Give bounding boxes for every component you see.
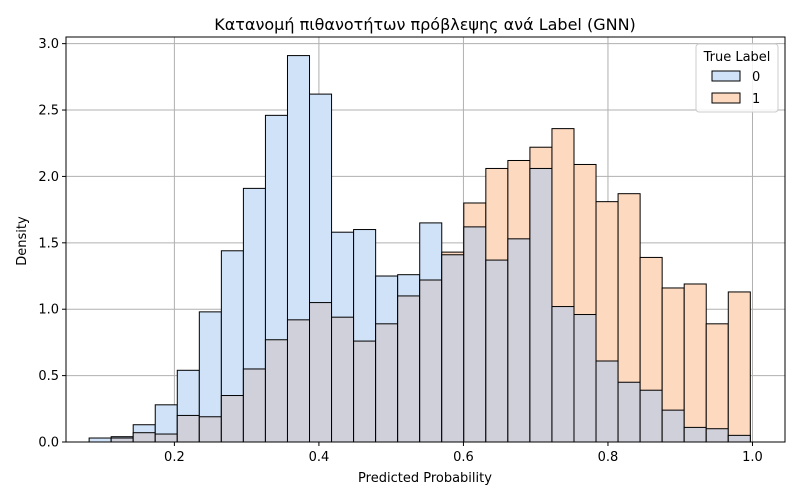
y-tick-label-3: 1.5 [38,236,59,251]
bar-overlap-1 [110,437,134,443]
bar-overlap-27 [683,426,707,443]
bar-overlap-28 [705,428,729,443]
bar-overlap-7 [242,368,266,443]
bar-overlap-11 [331,316,355,443]
bar-overlap-23 [595,360,619,443]
y-tick-label-6: 3.0 [38,37,59,52]
bar-overlap-4 [176,414,200,443]
plot-area: 0.2 0.4 0.6 0.8 1.0 0.0 0.5 1.0 1.5 2.0 2.5 3.0 [38,36,786,465]
y-axis-label: Density [15,216,30,266]
y-tick-label-5: 2.5 [38,104,59,119]
bar-overlap-22 [573,314,597,443]
chart-title: Κατανομή πιθανοτήτων πρόβλεψης ανά Label… [214,15,636,34]
x-tick-label-0: 0.2 [164,450,185,465]
legend-swatch-0 [711,70,741,82]
bar-overlap-12 [353,340,377,443]
bar-overlap-14 [397,295,421,443]
bar-overlap-2 [132,432,156,443]
x-tick-label-1: 0.4 [309,450,330,465]
x-tick-label-2: 0.6 [453,450,474,465]
bar-overlap-6 [220,395,244,443]
bar-overlap-13 [375,323,399,443]
bar-overlap-17 [463,226,487,443]
x-axis-label: Predicted Probability [358,471,492,486]
bar-top-27 [683,283,707,443]
y-tick-label-2: 1.0 [38,303,59,318]
bar-overlap-15 [419,279,443,443]
bar-overlap-21 [551,306,575,443]
bar-overlap-8 [264,339,288,443]
y-tick-label-1: 0.5 [38,369,59,384]
bar-overlap-26 [661,409,685,443]
legend-label-0: 0 [752,70,760,85]
x-tick-label-3: 0.8 [598,450,619,465]
bar-overlap-25 [639,389,663,443]
bar-overlap-29 [727,434,751,443]
bar-overlap-10 [309,302,333,443]
y-tick-label-4: 2.0 [38,170,59,185]
bar-overlap-3 [154,433,178,443]
plot-frame [65,36,786,443]
legend: True Label 0 1 [695,43,779,113]
bar-overlap-5 [198,416,222,443]
bar-overlap-24 [617,381,641,443]
bar-overlap-16 [441,254,465,443]
x-tick-label-4: 1.0 [742,450,763,465]
bar-overlap-9 [286,319,311,443]
bar-overlap-20 [529,167,553,443]
legend-label-1: 1 [752,92,760,107]
bar-top-0 [88,437,112,443]
bar-top-28 [705,323,729,443]
legend-title: True Label [703,50,771,65]
bar-top-29 [727,291,751,443]
bar-overlap-19 [507,238,531,443]
legend-swatch-1 [711,92,741,104]
bar-overlap-18 [485,259,509,443]
y-tick-label-0: 0.0 [38,436,59,451]
